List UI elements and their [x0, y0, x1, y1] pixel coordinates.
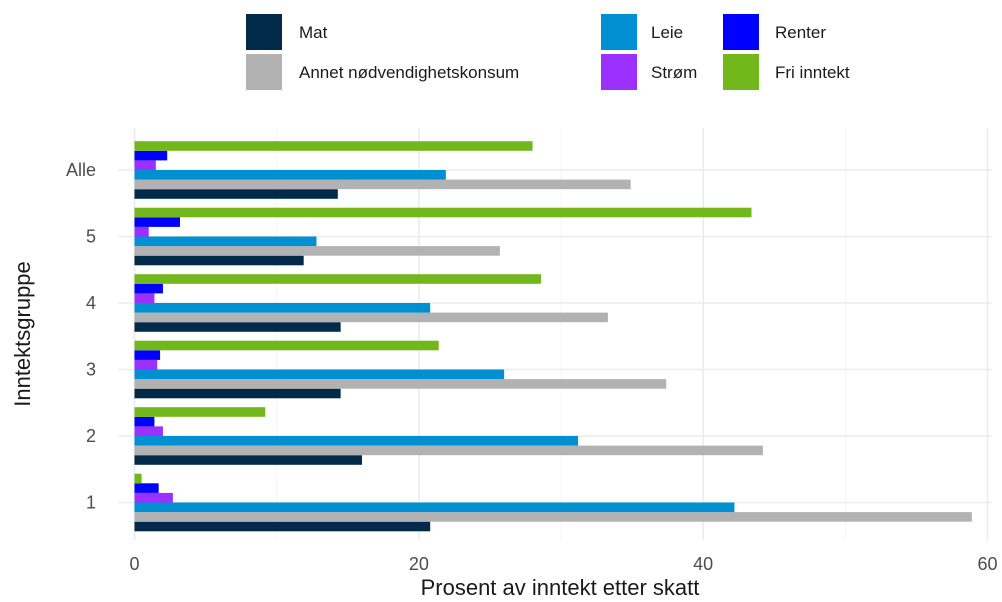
- bar-leie-2: [134, 436, 579, 446]
- bar-renter-4: [134, 283, 163, 294]
- legend-key: [723, 14, 759, 50]
- x-tick-label: 0: [129, 554, 139, 574]
- bar-mat-3: [134, 388, 341, 399]
- legend-key: [246, 14, 282, 50]
- bar-leie-4: [134, 303, 431, 313]
- bar-mat-2: [134, 455, 362, 465]
- bar-fri-inntekt-5: [134, 207, 752, 218]
- bar-fri-inntekt-1: [134, 473, 142, 484]
- legend-item: Renter: [723, 14, 826, 50]
- bar-strøm-2: [134, 426, 163, 436]
- bar-strøm-1: [134, 492, 173, 503]
- bar-leie-1: [134, 502, 735, 513]
- bar-leie-3: [134, 369, 505, 380]
- bar-annet-nødvendighetskonsum-4: [134, 312, 608, 323]
- x-axis-title: Prosent av inntekt etter skatt: [421, 575, 700, 600]
- bar-annet-nødvendighetskonsum-2: [134, 445, 763, 456]
- legend-key: [246, 54, 282, 90]
- legend-item: Leie: [601, 14, 683, 50]
- bar-leie-5: [134, 236, 317, 247]
- y-axis-title: Inntektsgruppe: [10, 261, 35, 407]
- bar-strøm-5: [134, 226, 149, 237]
- y-tick-label: 2: [86, 426, 96, 446]
- bar-renter-1: [134, 483, 159, 493]
- bar-strøm-alle: [134, 160, 156, 170]
- bars: [134, 141, 972, 532]
- legend-label: Renter: [775, 23, 826, 42]
- legend: Mat Leie Renter Annet nødvendighetskonsum St…: [246, 14, 850, 90]
- legend-item: Annet nødvendighetskonsum: [246, 54, 519, 90]
- legend-label: Annet nødvendighetskonsum: [299, 63, 519, 82]
- bar-annet-nødvendighetskonsum-3: [134, 379, 667, 389]
- x-tick-label: 60: [977, 554, 997, 574]
- bar-renter-3: [134, 350, 161, 360]
- bar-strøm-3: [134, 359, 158, 370]
- bar-fri-inntekt-4: [134, 274, 542, 284]
- bar-leie-alle: [134, 170, 446, 180]
- legend-key: [723, 54, 759, 90]
- bar-fri-inntekt-3: [134, 340, 439, 351]
- bar-renter-2: [134, 416, 155, 427]
- bar-strøm-4: [134, 293, 155, 303]
- x-tick-label: 40: [693, 554, 713, 574]
- y-tick-label: Alle: [66, 160, 96, 180]
- bar-mat-alle: [134, 189, 338, 199]
- legend-label: Fri inntekt: [775, 63, 850, 82]
- legend-item: Fri inntekt: [723, 54, 850, 90]
- legend-item: Mat: [246, 14, 328, 50]
- x-tick-label: 20: [409, 554, 429, 574]
- legend-label: Leie: [651, 23, 683, 42]
- bar-renter-alle: [134, 150, 168, 161]
- bar-annet-nødvendighetskonsum-1: [134, 512, 972, 522]
- bar-annet-nødvendighetskonsum-5: [134, 246, 500, 256]
- legend-key: [601, 14, 637, 50]
- bar-mat-4: [134, 322, 341, 332]
- legend-label: Mat: [299, 23, 328, 42]
- y-axis-tick-labels: 1 2 3 4 5 Alle: [66, 160, 96, 513]
- bar-annet-nødvendighetskonsum-alle: [134, 179, 631, 190]
- bar-mat-1: [134, 521, 431, 532]
- legend-label: Strøm: [651, 63, 697, 82]
- x-axis-tick-labels: 0 20 40 60: [129, 554, 997, 574]
- legend-item: Strøm: [601, 54, 697, 90]
- bar-renter-5: [134, 217, 180, 227]
- legend-key: [601, 54, 637, 90]
- y-tick-label: 1: [86, 493, 96, 513]
- bar-mat-5: [134, 255, 304, 266]
- y-tick-label: 4: [86, 293, 96, 313]
- bar-fri-inntekt-alle: [134, 141, 533, 151]
- y-tick-label: 5: [86, 227, 96, 247]
- bar-fri-inntekt-2: [134, 407, 266, 417]
- y-tick-label: 3: [86, 360, 96, 380]
